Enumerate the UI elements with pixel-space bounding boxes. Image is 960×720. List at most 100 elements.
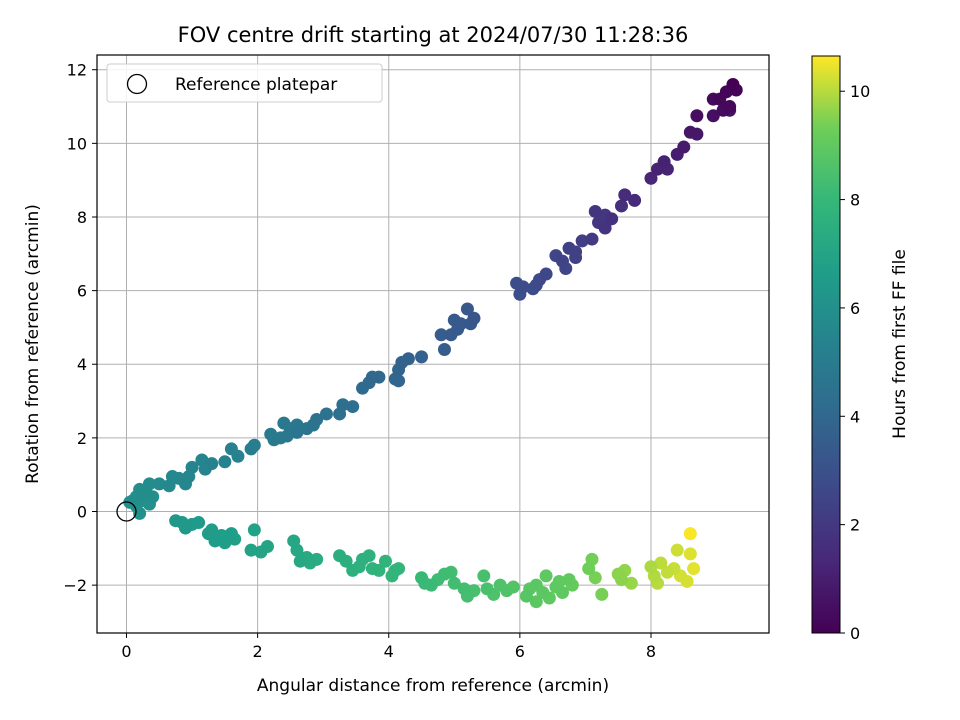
scatter-point [290, 425, 304, 439]
legend: Reference platepar [106, 63, 383, 103]
scatter-point [628, 193, 642, 207]
scatter-point [401, 352, 415, 366]
scatter-point [618, 188, 632, 202]
y-tick-label: 0 [77, 503, 87, 522]
scatter-point [319, 407, 333, 421]
scatter-point [644, 560, 658, 574]
scatter-point [224, 527, 238, 541]
scatter-point [460, 302, 474, 316]
colorbar-tick-label: 4 [850, 407, 860, 426]
scatter-point [539, 569, 553, 583]
x-axis-label: Angular distance from reference (arcmin) [257, 676, 609, 696]
scatter-point [654, 556, 668, 570]
scatter-point [336, 398, 350, 412]
scatter-point [195, 453, 209, 467]
scatter-point [726, 77, 740, 91]
scatter-point [588, 204, 602, 218]
scatter-point [575, 234, 589, 248]
scatter-point [519, 589, 533, 603]
legend-label: Reference platepar [175, 75, 337, 95]
scatter-point [356, 552, 370, 566]
scatter-point [378, 554, 392, 568]
scatter-point [683, 125, 697, 139]
scatter-point [244, 543, 258, 557]
scatter-point [683, 527, 697, 541]
scatter-point [595, 587, 609, 601]
x-tick-label: 0 [121, 642, 131, 661]
scatter-point [614, 199, 628, 213]
scatter-point [480, 582, 494, 596]
scatter-point [346, 400, 360, 414]
scatter-point [644, 171, 658, 185]
y-tick-label: 2 [77, 429, 87, 448]
scatter-point [169, 514, 183, 528]
x-tick-label: 6 [515, 642, 525, 661]
scatter-point [605, 212, 619, 226]
scatter-point [598, 221, 612, 235]
scatter-point [457, 582, 471, 596]
scatter-point [185, 460, 199, 474]
y-tick-label: 8 [77, 208, 87, 227]
scatter-points [116, 77, 743, 609]
scatter-point [562, 573, 576, 587]
scatter-point [467, 311, 481, 325]
scatter-point [516, 280, 530, 294]
scatter-point [677, 140, 691, 154]
scatter-point [706, 109, 720, 123]
scatter-point [333, 549, 347, 563]
scatter-point [437, 343, 451, 357]
y-tick-label: 12 [67, 61, 87, 80]
y-tick-label: 4 [77, 355, 87, 374]
reference-platepar-marker [116, 501, 137, 522]
scatter-point [588, 571, 602, 585]
scatter-point [477, 569, 491, 583]
scatter-point [136, 488, 150, 502]
scatter-point [493, 578, 507, 592]
scatter-point [585, 232, 599, 246]
scatter-point [392, 374, 406, 388]
scatter-point [224, 442, 238, 456]
colorbar-tick-label: 8 [850, 191, 860, 210]
x-tick-label: 4 [384, 642, 394, 661]
chart-title: FOV centre drift starting at 2024/07/30 … [178, 23, 689, 47]
y-axis: −2 0 2 4 6 8 10 12 [63, 61, 97, 595]
scatter-point [529, 578, 543, 592]
scatter-point [205, 523, 219, 537]
x-tick-label: 2 [253, 642, 263, 661]
legend-marker [126, 73, 148, 95]
scatter-point [549, 580, 563, 594]
scatter-point [287, 534, 301, 548]
colorbar-ticks: 0 2 4 6 8 10 [840, 82, 870, 643]
colorbar [811, 55, 841, 634]
scatter-point [624, 576, 638, 590]
scatter-point [247, 523, 261, 537]
scatter-point [293, 554, 307, 568]
colorbar-tick-label: 2 [850, 516, 860, 535]
scatter-point [254, 545, 268, 559]
colorbar-tick-label: 6 [850, 299, 860, 318]
scatter-point [247, 438, 261, 452]
scatter-point [142, 477, 156, 491]
scatter-point [415, 571, 429, 585]
scatter-point [529, 595, 543, 609]
scatter-point [614, 573, 628, 587]
scatter-point [723, 100, 737, 114]
scatter-point [582, 562, 596, 576]
scatter-point [205, 457, 219, 471]
scatter-point [447, 576, 461, 590]
scatter-point [454, 317, 468, 331]
scatter-point [372, 370, 386, 384]
scatter-point [346, 563, 360, 577]
scatter-point [218, 455, 232, 469]
scatter-point [165, 470, 179, 484]
plot-frame [96, 54, 770, 634]
scatter-point [670, 543, 684, 557]
scatter-point [264, 427, 278, 441]
y-tick-label: 6 [77, 282, 87, 301]
scatter-point [690, 109, 704, 123]
scatter-point [683, 547, 697, 561]
y-axis-label: Rotation from reference (arcmin) [23, 204, 43, 484]
scatter-point [310, 412, 324, 426]
